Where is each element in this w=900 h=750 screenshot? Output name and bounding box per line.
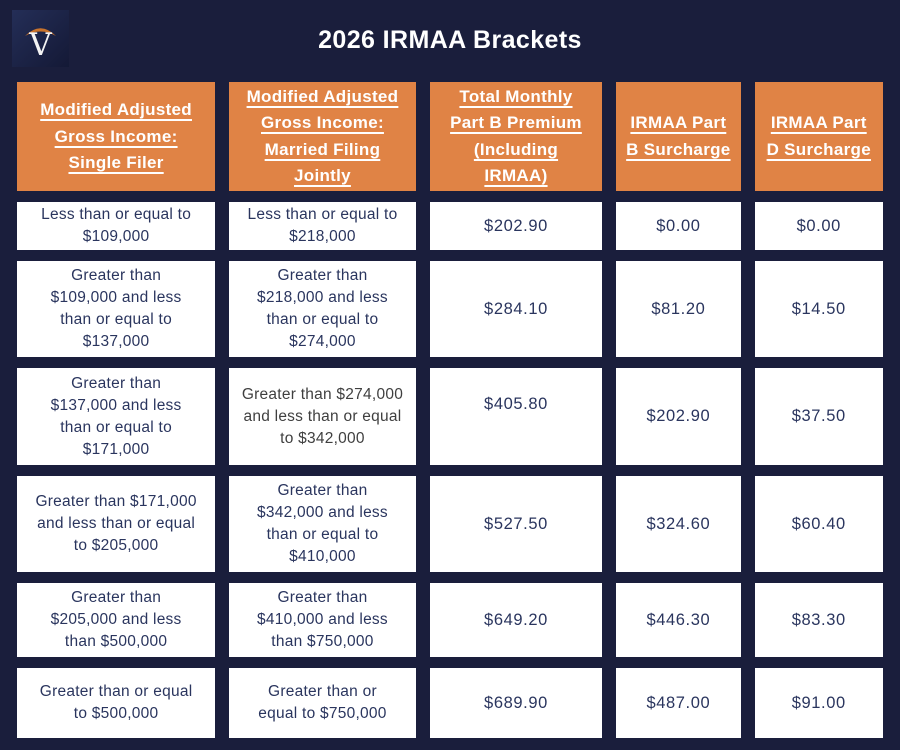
table-cell: Greater than $410,000 and less than $750… [226, 580, 419, 661]
table-cell: Greater than or equal to $750,000 [226, 665, 419, 742]
table-cell: $37.50 [751, 365, 886, 469]
page-title: 2026 IRMAA Brackets [318, 25, 582, 54]
table-cell: $81.20 [613, 258, 744, 361]
table-cell: $202.90 [613, 365, 744, 469]
table-cell: Less than or equal to $218,000 [226, 199, 419, 254]
table-cell: Greater than $205,000 and less than $500… [14, 580, 219, 661]
table-body: Less than or equal to $109,000 Less than … [14, 199, 886, 742]
column-header: Modified Adjusted Gross Income: Married … [226, 79, 419, 195]
table-cell: $0.00 [613, 199, 744, 254]
irmaa-table: Modified Adjusted Gross Income: Single F… [6, 74, 894, 746]
column-header: Modified Adjusted Gross Income: Single F… [14, 79, 219, 195]
table-row: Greater than or equal to $500,000 Greater… [14, 665, 886, 742]
table-cell: $487.00 [613, 665, 744, 742]
table-cell: $83.30 [751, 580, 886, 661]
table-cell: Less than or equal to $109,000 [14, 199, 219, 254]
table-cell: $202.90 [426, 199, 606, 254]
table-cell: $649.20 [426, 580, 606, 661]
table-header-row: Modified Adjusted Gross Income: Single F… [14, 79, 886, 195]
table-row: Greater than $137,000 and less than or e… [14, 365, 886, 469]
table-cell: $0.00 [751, 199, 886, 254]
brand-logo: V [12, 10, 69, 67]
table-cell: Greater than $137,000 and less than or e… [14, 365, 219, 469]
table-cell: $14.50 [751, 258, 886, 361]
top-bar: V 2026 IRMAA Brackets [0, 0, 900, 74]
table-cell: $60.40 [751, 473, 886, 576]
table-cell: Greater than $342,000 and less than or e… [226, 473, 419, 576]
column-header: Total Monthly Part B Premium (Including … [426, 79, 606, 195]
table-row: Greater than $109,000 and less than or e… [14, 258, 886, 361]
table-cell: $324.60 [613, 473, 744, 576]
table-cell: $527.50 [426, 473, 606, 576]
table-cell: $405.80 [426, 365, 606, 469]
table-cell: Greater than $171,000 and less than or e… [14, 473, 219, 576]
brand-arc-icon [25, 28, 56, 36]
table-cell: Greater than $218,000 and less than or e… [226, 258, 419, 361]
table-cell: Greater than $109,000 and less than or e… [14, 258, 219, 361]
table-cell: $91.00 [751, 665, 886, 742]
column-header: IRMAA Part D Surcharge [751, 79, 886, 195]
table-cell: Greater than or equal to $500,000 [14, 665, 219, 742]
table-row: Less than or equal to $109,000 Less than … [14, 199, 886, 254]
table-cell: $689.90 [426, 665, 606, 742]
table-cell: $446.30 [613, 580, 744, 661]
column-header: IRMAA Part B Surcharge [613, 79, 744, 195]
table-row: Greater than $205,000 and less than $500… [14, 580, 886, 661]
table-cell: $284.10 [426, 258, 606, 361]
logo-square [12, 10, 69, 67]
table-row: Greater than $171,000 and less than or e… [14, 473, 886, 576]
logo-letter: V [28, 27, 52, 63]
table-cell: Greater than $274,000 and less than or e… [226, 365, 419, 469]
